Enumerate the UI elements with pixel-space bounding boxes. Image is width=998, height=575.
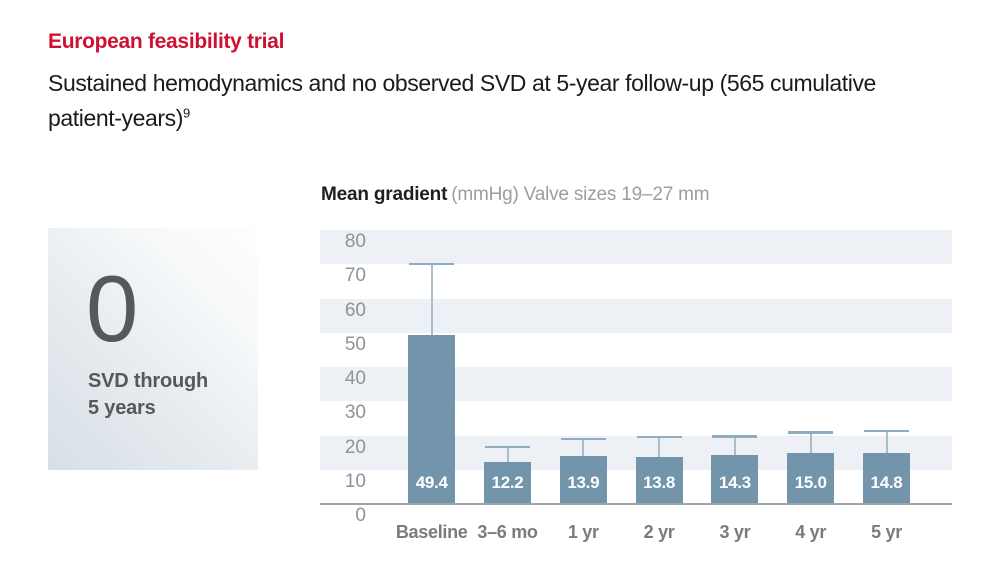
bar-rect xyxy=(559,456,607,504)
error-bar-cap xyxy=(788,431,834,434)
bar-value-label: 15.0 xyxy=(794,473,827,492)
stat-label-line2: 5 years xyxy=(88,397,156,419)
error-bar-cap xyxy=(864,429,909,433)
y-tick-label: 40 xyxy=(344,368,366,389)
bar-value-label: 49.4 xyxy=(415,473,448,492)
bar-value-label: 13.9 xyxy=(567,473,600,492)
bar-2-yr: 13.8 xyxy=(635,230,683,504)
bar-1-yr: 13.9 xyxy=(559,230,607,504)
chart-title-units: (mmHg) Valve sizes 19–27 mm xyxy=(451,184,710,205)
chart-title-metric: Mean gradient xyxy=(321,184,448,205)
y-tick-label: 70 xyxy=(344,265,366,287)
page-subtitle: Sustained hemodynamics and no observed S… xyxy=(48,66,876,136)
x-tick-label: 3–6 mo xyxy=(477,522,538,542)
bar-rect xyxy=(711,455,759,504)
grid-band xyxy=(320,264,952,299)
x-axis-line xyxy=(320,503,952,505)
subtitle-line2: patient-years) xyxy=(48,105,184,131)
subtitle-footnote-ref: 9 xyxy=(183,105,190,121)
x-tick-label: 3 yr xyxy=(719,522,751,542)
error-bar-line xyxy=(885,429,888,454)
y-tick-label: 20 xyxy=(344,436,366,458)
bar-5-yr: 14.8 xyxy=(863,230,910,504)
error-bar-cap xyxy=(712,435,758,438)
bar-value-label: 14.3 xyxy=(718,473,751,492)
x-tick-label: 1 yr xyxy=(567,522,599,542)
y-tick-label: 50 xyxy=(344,333,366,355)
x-tick-label: 5 yr xyxy=(871,522,902,542)
bar-rect xyxy=(408,334,456,504)
error-bar-line xyxy=(658,435,661,457)
chart-title: Mean gradient (mmHg) Valve sizes 19–27 mm xyxy=(321,184,710,206)
y-tick-label: 60 xyxy=(344,299,366,321)
x-tick-label: 4 yr xyxy=(795,522,827,542)
bar-value-label: 13.8 xyxy=(643,473,676,492)
stat-value: 0 xyxy=(86,256,139,361)
y-tick-label: 80 xyxy=(344,231,366,252)
bar-value-label: 14.8 xyxy=(870,473,903,492)
error-bar-cap xyxy=(409,262,455,266)
grid-band xyxy=(320,230,952,265)
subtitle-line1: Sustained hemodynamics and no observed S… xyxy=(48,70,876,96)
bar-chart: 80 70 60 50 40 30 20 10 0 49.4 Baseline 12.2 3–6 mo 1… xyxy=(320,230,952,542)
y-tick-label: 0 xyxy=(355,505,366,526)
error-bar-line xyxy=(430,262,433,335)
bar-value-label: 12.2 xyxy=(491,473,524,492)
y-tick-label: 10 xyxy=(344,470,366,492)
stat-panel: 0 SVD through 5 years xyxy=(48,228,258,470)
y-tick-label: 30 xyxy=(344,402,366,424)
error-bar-line xyxy=(582,437,585,457)
page-title: European feasibility trial xyxy=(48,30,285,53)
x-tick-label: Baseline xyxy=(395,522,468,542)
bar-rect xyxy=(484,462,531,504)
x-tick-label: 2 yr xyxy=(643,522,675,542)
bar-rect xyxy=(787,452,835,504)
stat-label: SVD through 5 years xyxy=(88,368,208,422)
grid-band xyxy=(320,298,952,333)
error-bar-cap xyxy=(560,437,606,441)
error-bar-line xyxy=(733,435,736,456)
bar-4-yr: 15.0 xyxy=(787,230,835,504)
bar-3-6-mo: 12.2 xyxy=(484,230,531,504)
bar-rect xyxy=(863,453,910,504)
bar-3-yr: 14.3 xyxy=(711,230,759,504)
bar-baseline: 49.4 xyxy=(408,230,456,504)
error-bar-cap xyxy=(485,445,530,449)
stat-label-line1: SVD through xyxy=(88,370,209,392)
bar-rect xyxy=(635,456,683,504)
error-bar-line xyxy=(506,445,509,463)
error-bar-line xyxy=(809,431,812,453)
error-bar-cap xyxy=(636,435,682,439)
